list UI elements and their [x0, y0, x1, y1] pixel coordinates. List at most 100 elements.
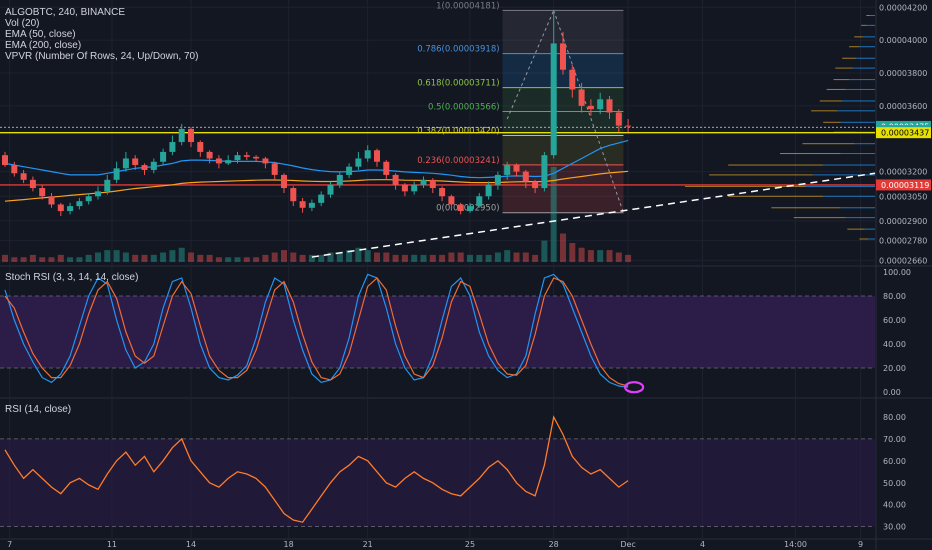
fib-level-label: 0.618(0.00003711)	[417, 79, 499, 89]
fib-zone	[502, 164, 624, 213]
volume-bar	[160, 252, 167, 262]
candle-body	[290, 188, 297, 202]
vpvr-row-up	[861, 24, 867, 26]
legend-ema200[interactable]: EMA (200, close)	[5, 40, 82, 51]
price-tick-label: 0.00003050	[879, 192, 927, 201]
vpvr-row-up	[833, 79, 850, 81]
candle-body	[467, 206, 473, 212]
candle-body	[457, 204, 464, 212]
stoch-tick-label: 80.00	[883, 292, 906, 301]
vpvr-row-up	[823, 121, 841, 123]
legend-vol[interactable]: Vol (20)	[5, 18, 40, 29]
price-tick-label: 0.00002900	[879, 217, 927, 226]
vpvr-row-down	[852, 67, 875, 69]
vpvr-row-down	[864, 228, 875, 230]
vpvr-row-down	[862, 36, 875, 38]
volume-bar	[290, 252, 297, 262]
price-tick-label: 0.00004000	[879, 36, 927, 45]
fib-level-label: 0.382(0.00003420)	[417, 126, 499, 136]
volume-bar	[327, 252, 334, 262]
candle-body	[532, 181, 539, 189]
candle-body	[29, 179, 36, 189]
volume-bar	[420, 254, 427, 262]
candle-body	[113, 168, 120, 180]
candle-body	[606, 99, 613, 113]
candle-body	[346, 166, 353, 175]
price-tag-label: 0.00003437	[881, 129, 929, 138]
legend-ema50[interactable]: EMA (50, close)	[5, 29, 76, 40]
volume-bar	[262, 254, 269, 262]
candle-body	[243, 155, 250, 157]
candle-body	[485, 184, 492, 197]
candle-body	[429, 179, 436, 189]
vpvr-row-up	[793, 217, 846, 219]
stoch-tick-label: 100.00	[883, 268, 911, 277]
price-tick-label: 0.00003200	[879, 168, 927, 177]
volume-bar	[346, 250, 353, 262]
trendline	[311, 172, 876, 258]
candle-body	[57, 204, 64, 212]
vpvr-row-up	[728, 164, 824, 166]
volume-bar	[57, 254, 64, 262]
stoch-k-line	[4, 273, 629, 388]
candle-body	[420, 179, 427, 185]
candle-body	[76, 201, 83, 207]
rsi-title[interactable]: RSI (14, close)	[5, 404, 72, 415]
vpvr-row-up	[709, 174, 813, 176]
volume-bar	[578, 247, 585, 262]
candle-body	[383, 161, 390, 175]
candle-body	[308, 202, 315, 208]
volume-bar	[243, 257, 250, 262]
stoch-band	[0, 296, 875, 368]
volume-bar	[541, 240, 548, 262]
volume-bar	[383, 252, 390, 262]
price-tag	[876, 179, 931, 191]
vpvr-row-down	[854, 143, 875, 145]
rsi-band	[0, 438, 875, 527]
candle-body	[104, 179, 111, 192]
fib-zone	[502, 111, 624, 136]
volume-bar	[532, 254, 539, 262]
volume-bar	[392, 254, 399, 262]
vpvr-row-down	[845, 217, 875, 219]
candle-body	[122, 158, 129, 169]
stoch-tick-label: 20.00	[883, 364, 906, 373]
rsi-line	[4, 415, 629, 523]
vpvr-row-up	[826, 88, 846, 90]
volume-bar	[504, 250, 511, 262]
volume-bar	[67, 257, 74, 262]
vpvr-row-up	[811, 110, 837, 112]
volume-bar	[48, 257, 55, 262]
legend-vpvr[interactable]: VPVR (Number Of Rows, 24, Up/Down, 70)	[5, 51, 199, 62]
volume-bar	[587, 250, 594, 262]
volume-bar	[113, 250, 120, 262]
vpvr-row-down	[842, 100, 875, 102]
candle-body	[504, 165, 511, 175]
candle-body	[95, 191, 101, 197]
vpvr-row-up	[866, 15, 870, 17]
candle-body	[178, 128, 185, 143]
vpvr-row-up	[771, 207, 841, 209]
rsi-tick-label: 30.00	[883, 523, 906, 532]
volume-bar	[122, 252, 129, 262]
rsi-tick-label: 80.00	[883, 413, 906, 422]
stoch-rsi-title[interactable]: Stoch RSI (3, 3, 14, 14, close)	[5, 272, 139, 283]
volume-bar	[188, 252, 194, 262]
volume-bar	[597, 250, 604, 262]
volume-bar	[104, 250, 111, 262]
volume-bar	[132, 254, 139, 262]
stoch-tick-label: 0.00	[883, 388, 901, 397]
symbol-line[interactable]: ALGOBTC, 240, BINANCE	[5, 7, 126, 18]
candle-body	[355, 158, 362, 167]
candle-body	[150, 161, 157, 170]
fib-level-label: 0.236(0.00003241)	[417, 156, 499, 166]
volume-bar	[215, 257, 222, 262]
volume-bar	[615, 252, 622, 262]
highlight-circle	[623, 381, 645, 394]
stoch-d-line	[4, 277, 629, 387]
vpvr-row-up	[728, 195, 824, 197]
volume-bar	[271, 252, 278, 262]
vpvr-row-down	[823, 195, 875, 197]
candle-body	[550, 43, 557, 156]
